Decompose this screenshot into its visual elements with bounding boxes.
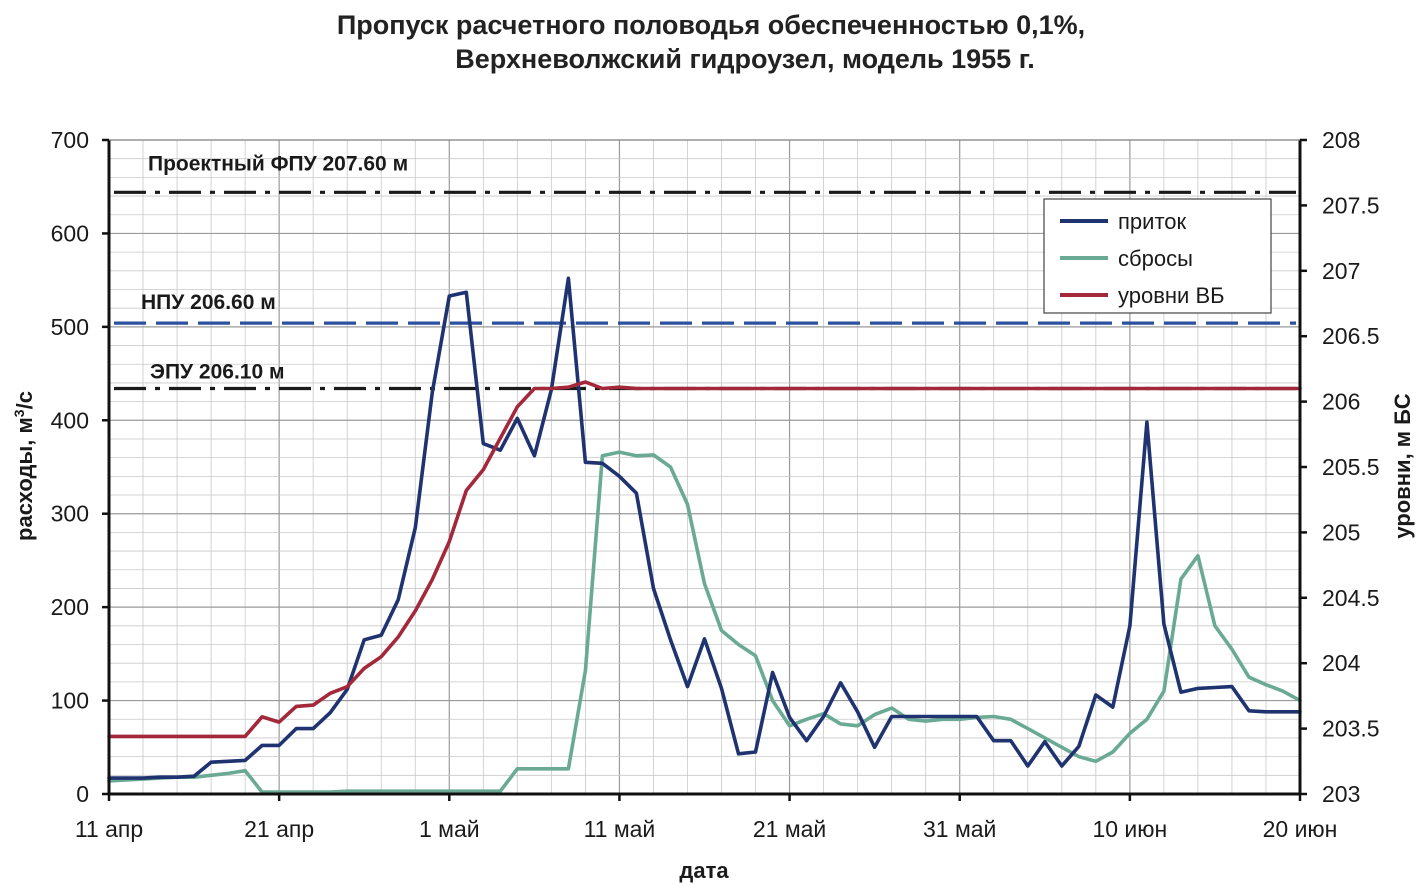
y-left-axis-label: расходы, м3/с bbox=[11, 391, 37, 541]
x-tick-label: 11 май bbox=[584, 816, 656, 842]
series-line-inflow bbox=[107, 276, 1302, 780]
chart-title-line-1: Пропуск расчетного половодья обеспеченно… bbox=[337, 10, 1085, 40]
y-left-tick-label: 100 bbox=[51, 688, 89, 714]
y-right-tick-label: 207 bbox=[1322, 258, 1360, 284]
series-layer bbox=[107, 276, 1302, 794]
y-left-tick-label: 600 bbox=[51, 220, 89, 246]
y-left-tick-label: 700 bbox=[51, 127, 89, 153]
y-left-axis-label-tail: /с bbox=[12, 391, 37, 409]
legend-label-inflow: приток bbox=[1118, 209, 1187, 234]
chart-title-line-2: Верхневолжский гидроузел, модель 1955 г. bbox=[455, 44, 1035, 74]
reference-line-label-0: Проектный ФПУ 207.60 м bbox=[148, 152, 408, 175]
reference-line-label-2: ЭПУ 206.10 м bbox=[150, 361, 285, 384]
y-right-tick-label: 203.5 bbox=[1322, 716, 1380, 742]
y-right-tick-label: 207.5 bbox=[1322, 192, 1380, 218]
reference-line-label-1: НПУ 206.60 м bbox=[141, 291, 276, 314]
series-line-upstream-level bbox=[107, 380, 1302, 739]
reference-lines: Проектный ФПУ 207.60 м НПУ 206.60 м ЭПУ 20… bbox=[114, 152, 1296, 391]
y-right-tick-label: 205 bbox=[1322, 519, 1360, 545]
y-right-axis-label: уровни, м БС bbox=[1390, 393, 1415, 538]
y-right-tick-label: 206 bbox=[1322, 389, 1360, 415]
y-left-tick-label: 300 bbox=[51, 501, 89, 527]
y-left-tick-label: 500 bbox=[51, 314, 89, 340]
y-left-tick-label: 400 bbox=[51, 407, 89, 433]
y-right-tick-label: 204.5 bbox=[1322, 585, 1380, 611]
x-tick-label: 21 апр bbox=[244, 816, 314, 842]
x-tick-label: 11 апр bbox=[75, 816, 143, 842]
legend: приток сбросы уровни ВБ bbox=[1043, 198, 1272, 314]
x-tick-label: 10 июн bbox=[1092, 816, 1167, 842]
x-tick-label: 21 май bbox=[753, 816, 826, 842]
y-right-tick-label: 204 bbox=[1322, 650, 1361, 676]
y-left-tick-label: 200 bbox=[51, 594, 89, 620]
x-tick-label: 20 июн bbox=[1263, 816, 1338, 842]
y-right-tick-label: 203 bbox=[1322, 781, 1360, 807]
y-left-axis-label-main: расходы, м bbox=[12, 417, 37, 541]
y-left-tick-label: 0 bbox=[76, 781, 89, 807]
y-right-tick-label: 205.5 bbox=[1322, 454, 1380, 480]
x-tick-label: 31 май bbox=[923, 816, 996, 842]
tick-labels: 11 апр 21 апр 1 май 11 май 21 май 31 май 10 ию… bbox=[51, 127, 1380, 842]
x-axis-label: дата bbox=[679, 858, 729, 883]
x-tick-label: 1 май bbox=[419, 816, 480, 842]
y-right-tick-label: 208 bbox=[1322, 127, 1360, 153]
legend-label-upstream-level: уровни ВБ bbox=[1118, 283, 1225, 308]
y-right-tick-label: 206.5 bbox=[1322, 323, 1380, 349]
y-left-axis-label-superscript: 3 bbox=[11, 409, 27, 417]
series-line-discharge bbox=[107, 450, 1302, 794]
legend-label-discharge: сбросы bbox=[1118, 246, 1193, 271]
